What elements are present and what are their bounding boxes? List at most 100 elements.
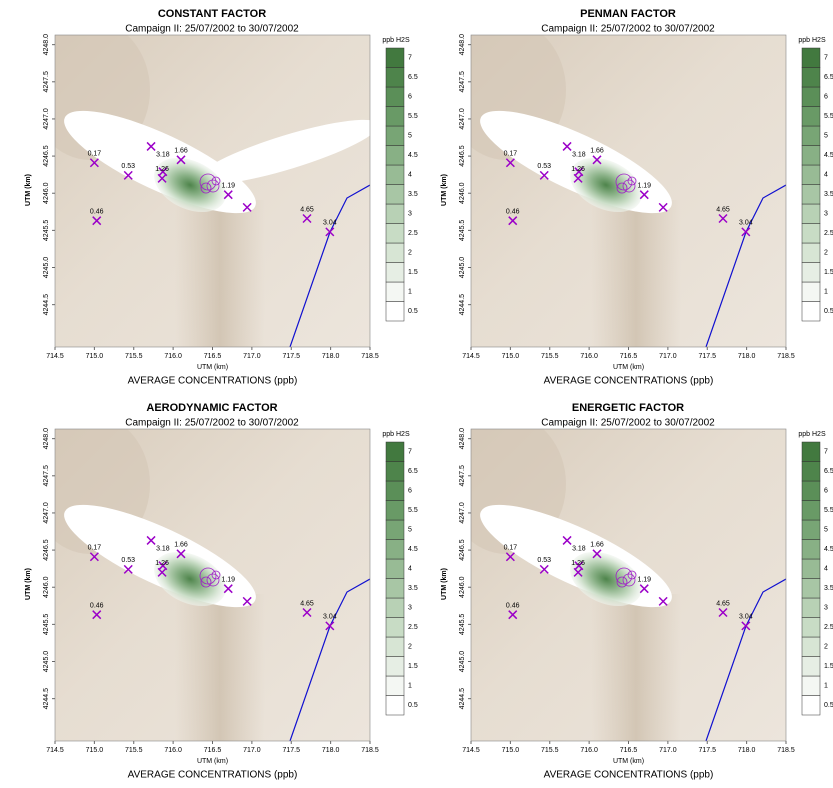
colorbar-box xyxy=(385,86,405,107)
station-marker xyxy=(176,549,186,559)
source-contour xyxy=(206,573,220,587)
x-tick-label: 718.0 xyxy=(738,353,756,360)
colorbar-tick-label: 1.5 xyxy=(824,663,833,670)
valley xyxy=(591,200,681,347)
colorbar-box xyxy=(385,145,405,166)
colorbar-box xyxy=(385,223,405,244)
station-marker xyxy=(741,621,751,631)
x-tick-label: 715.5 xyxy=(541,747,559,754)
y-tick-label: 4245.5 xyxy=(43,614,50,636)
station-marker xyxy=(508,216,518,226)
y-tick-label: 4247.0 xyxy=(459,108,466,130)
colorbar-box xyxy=(801,500,821,521)
colorbar-box xyxy=(385,106,405,127)
colorbar-tick-label: 0.5 xyxy=(824,702,833,709)
station-marker xyxy=(508,610,518,620)
colorbar-box xyxy=(801,675,821,696)
y-tick-label: 4247.5 xyxy=(43,71,50,93)
colorbar-tick-label: 3 xyxy=(408,605,412,612)
colorbar-box xyxy=(801,242,821,263)
y-tick-label: 4246.5 xyxy=(43,145,50,167)
station-label: 3.04 xyxy=(739,220,753,227)
colorbar-tick-label: 3.5 xyxy=(408,191,418,198)
y-tick-label: 4244.5 xyxy=(43,688,50,710)
colorbar-tick-label: 6 xyxy=(824,94,828,101)
source-contour xyxy=(616,576,628,588)
colorbar-tick-label: 2 xyxy=(408,644,412,651)
station-label: 1.66 xyxy=(174,542,188,549)
station-label: 1.26 xyxy=(155,560,169,567)
station-label: 0.46 xyxy=(506,603,520,610)
station-marker xyxy=(223,584,233,594)
station-marker xyxy=(562,535,572,545)
colorbar-tick-label: 1.5 xyxy=(408,269,418,276)
panel-title: PENMAN FACTOR xyxy=(580,8,676,20)
colorbar-tick-label: 2 xyxy=(824,644,828,651)
station-marker xyxy=(325,621,335,631)
colorbar-box xyxy=(385,441,405,462)
colorbar-box xyxy=(385,656,405,677)
colorbar-tick-label: 3 xyxy=(824,211,828,218)
x-tick-label: 714.5 xyxy=(46,353,64,360)
y-tick-label: 4245.0 xyxy=(459,651,466,673)
colorbar-label: ppb H2S xyxy=(798,431,826,438)
colorbar-box xyxy=(385,301,405,322)
panel-title: CONSTANT FACTOR xyxy=(158,8,266,20)
station-label: 3.18 xyxy=(156,152,170,159)
station-marker xyxy=(505,158,515,168)
x-axis-label: UTM (km) xyxy=(197,364,228,371)
station-label: 4.65 xyxy=(300,206,314,213)
colorbar-box xyxy=(801,47,821,68)
colorbar-label: ppb H2S xyxy=(382,37,410,44)
colorbar-tick-label: 2 xyxy=(408,250,412,257)
colorbar-tick-label: 1 xyxy=(408,683,412,690)
colorbar-tick-label: 3.5 xyxy=(824,585,833,592)
x-tick-label: 717.0 xyxy=(243,747,261,754)
x-tick-label: 717.0 xyxy=(243,353,261,360)
colorbar-box xyxy=(801,539,821,560)
colorbar-tick-label: 6.5 xyxy=(824,74,833,81)
station-label: 0.53 xyxy=(537,557,551,564)
y-tick-label: 4248.0 xyxy=(459,34,466,56)
source-contour xyxy=(211,570,221,580)
y-tick-label: 4247.0 xyxy=(43,502,50,524)
x-tick-label: 718.5 xyxy=(777,747,795,754)
valley xyxy=(591,594,681,741)
colorbar-box xyxy=(385,47,405,68)
colorbar-tick-label: 6.5 xyxy=(824,468,833,475)
station-label: 4.65 xyxy=(716,600,730,607)
colorbar-tick-label: 4.5 xyxy=(824,152,833,159)
colorbar-tick-label: 5 xyxy=(824,527,828,534)
station-label: 1.66 xyxy=(590,148,604,155)
station-label: 0.46 xyxy=(90,603,104,610)
colorbar-tick-label: 5 xyxy=(408,527,412,534)
y-tick-label: 4245.0 xyxy=(43,651,50,673)
x-tick-label: 717.5 xyxy=(282,747,300,754)
station-marker xyxy=(302,213,312,224)
colorbar-tick-label: 5.5 xyxy=(408,507,418,514)
colorbar-tick-label: 2.5 xyxy=(408,624,418,631)
station-marker xyxy=(92,216,102,226)
map-area xyxy=(55,35,370,347)
station-label: 3.18 xyxy=(156,546,170,553)
caption: AVERAGE CONCENTRATIONS (ppb) xyxy=(544,376,714,387)
y-tick-label: 4245.5 xyxy=(459,614,466,636)
station-marker xyxy=(539,564,549,574)
station-label: 4.65 xyxy=(716,206,730,213)
station-marker xyxy=(562,141,572,151)
caption: AVERAGE CONCENTRATIONS (ppb) xyxy=(544,770,714,781)
colorbar-box xyxy=(385,519,405,540)
y-axis-label: UTM (km) xyxy=(25,174,32,206)
panel: AERODYNAMIC FACTOR Campaign II: 25/07/200… xyxy=(25,402,418,781)
x-tick-label: 714.5 xyxy=(46,747,64,754)
colorbar-tick-label: 5.5 xyxy=(824,507,833,514)
y-tick-label: 4246.0 xyxy=(43,576,50,598)
colorbar-tick-label: 1 xyxy=(824,683,828,690)
x-tick-label: 718.0 xyxy=(322,747,340,754)
x-tick-label: 717.0 xyxy=(659,353,677,360)
colorbar-tick-label: 7 xyxy=(824,55,828,62)
x-tick-label: 715.0 xyxy=(86,747,104,754)
panel-subtitle: Campaign II: 25/07/2002 to 30/07/2002 xyxy=(125,24,299,35)
colorbar-tick-label: 6 xyxy=(408,488,412,495)
